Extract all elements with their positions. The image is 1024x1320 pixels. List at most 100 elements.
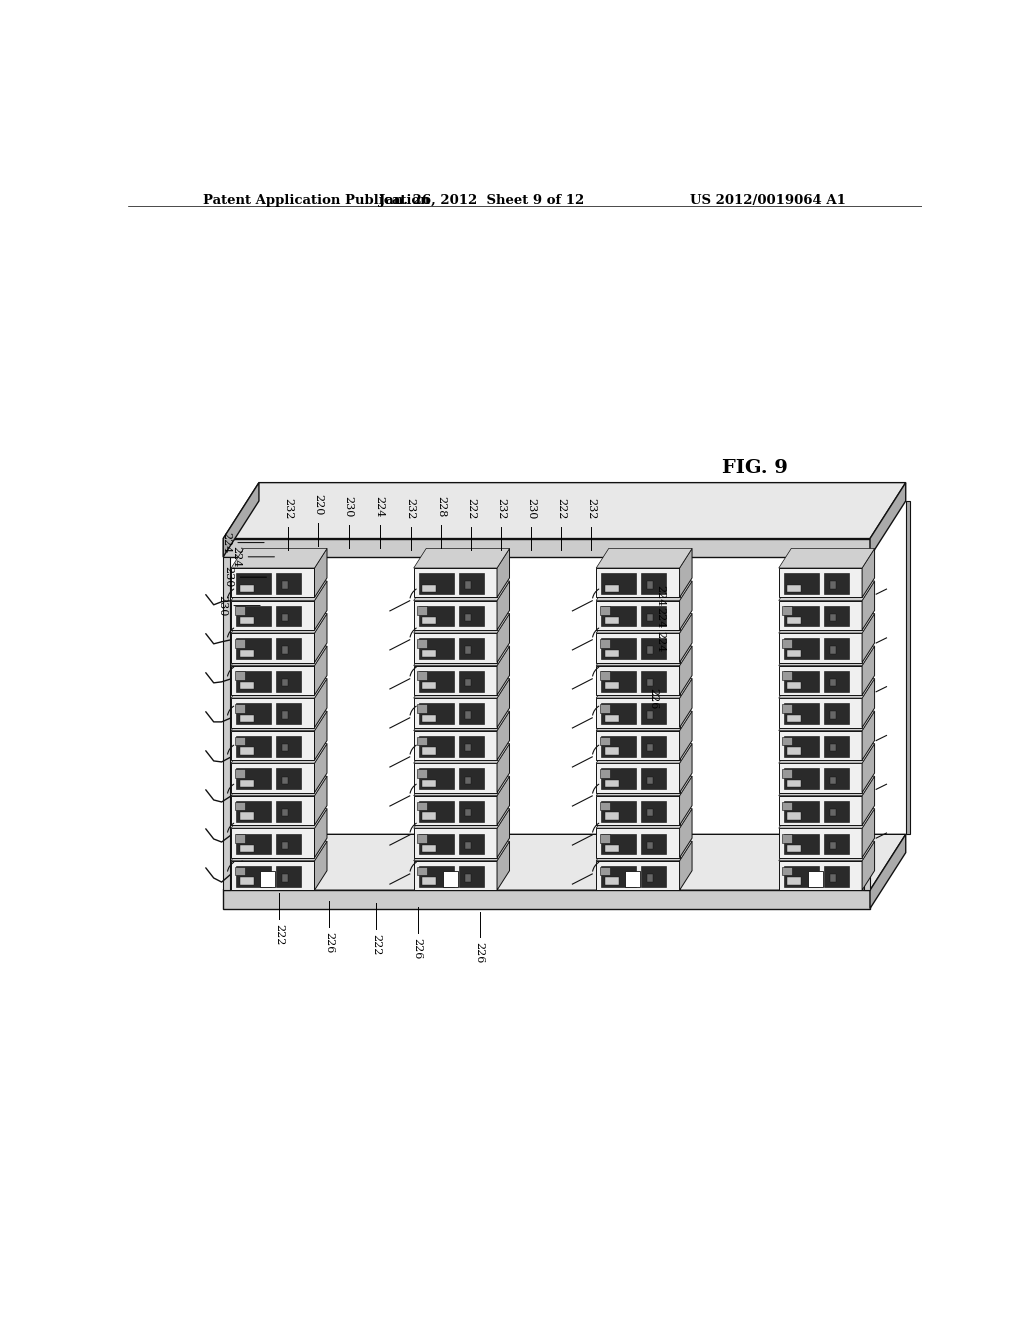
Polygon shape — [314, 581, 327, 630]
Polygon shape — [787, 780, 801, 787]
Polygon shape — [414, 601, 497, 630]
Text: 226: 226 — [648, 689, 657, 710]
Polygon shape — [276, 704, 301, 725]
Polygon shape — [417, 704, 427, 713]
Polygon shape — [600, 867, 609, 875]
Polygon shape — [605, 878, 618, 884]
Polygon shape — [641, 639, 667, 659]
Polygon shape — [605, 585, 618, 591]
Polygon shape — [283, 647, 288, 653]
Polygon shape — [419, 801, 454, 821]
Text: Patent Application Publication: Patent Application Publication — [204, 194, 430, 207]
Polygon shape — [605, 714, 618, 722]
Polygon shape — [600, 606, 609, 615]
Polygon shape — [778, 796, 862, 825]
Polygon shape — [641, 866, 667, 887]
Polygon shape — [783, 606, 819, 627]
Polygon shape — [778, 645, 874, 665]
Polygon shape — [234, 639, 245, 648]
Polygon shape — [276, 737, 301, 756]
Text: 230: 230 — [217, 595, 227, 616]
Polygon shape — [778, 665, 862, 696]
Polygon shape — [414, 698, 497, 727]
Polygon shape — [417, 639, 427, 648]
Polygon shape — [605, 618, 618, 624]
Polygon shape — [465, 809, 471, 817]
Polygon shape — [647, 842, 653, 849]
Polygon shape — [778, 809, 874, 828]
Polygon shape — [647, 614, 653, 622]
Polygon shape — [596, 743, 692, 763]
Polygon shape — [260, 871, 275, 887]
Polygon shape — [465, 744, 471, 751]
Polygon shape — [417, 834, 427, 843]
Polygon shape — [231, 841, 327, 861]
Polygon shape — [778, 581, 874, 601]
Polygon shape — [596, 678, 692, 698]
Polygon shape — [234, 801, 245, 810]
Polygon shape — [641, 801, 667, 821]
Polygon shape — [237, 737, 271, 756]
Polygon shape — [240, 780, 254, 787]
Polygon shape — [223, 557, 229, 890]
Polygon shape — [782, 801, 793, 810]
Polygon shape — [283, 744, 288, 751]
Text: Jan. 26, 2012  Sheet 9 of 12: Jan. 26, 2012 Sheet 9 of 12 — [379, 194, 584, 207]
Polygon shape — [862, 776, 874, 825]
Polygon shape — [414, 796, 497, 825]
Polygon shape — [601, 671, 636, 692]
Polygon shape — [422, 812, 436, 820]
Polygon shape — [783, 866, 819, 887]
Polygon shape — [778, 568, 862, 598]
Text: 230: 230 — [344, 496, 353, 517]
Polygon shape — [600, 770, 609, 777]
Polygon shape — [862, 645, 874, 696]
Polygon shape — [465, 711, 471, 719]
Polygon shape — [283, 711, 288, 719]
Polygon shape — [240, 618, 254, 624]
Polygon shape — [778, 776, 874, 796]
Polygon shape — [422, 747, 436, 755]
Polygon shape — [787, 845, 801, 853]
Polygon shape — [234, 770, 245, 777]
Polygon shape — [314, 776, 327, 825]
Polygon shape — [596, 568, 680, 598]
Polygon shape — [231, 614, 327, 634]
Polygon shape — [596, 861, 680, 890]
Polygon shape — [862, 841, 874, 890]
Polygon shape — [231, 809, 327, 828]
Polygon shape — [862, 678, 874, 727]
Polygon shape — [823, 671, 849, 692]
Polygon shape — [641, 737, 667, 756]
Polygon shape — [830, 647, 836, 653]
Text: 222: 222 — [466, 498, 476, 519]
Text: US 2012/0019064 A1: US 2012/0019064 A1 — [690, 194, 846, 207]
Polygon shape — [223, 834, 905, 890]
Polygon shape — [641, 606, 667, 627]
Polygon shape — [276, 606, 301, 627]
Polygon shape — [601, 704, 636, 725]
Polygon shape — [596, 581, 692, 601]
Polygon shape — [276, 639, 301, 659]
Polygon shape — [680, 809, 692, 858]
Polygon shape — [778, 711, 874, 731]
Polygon shape — [414, 665, 497, 696]
Polygon shape — [600, 834, 609, 843]
Polygon shape — [647, 776, 653, 784]
Text: 230: 230 — [223, 566, 233, 587]
Polygon shape — [808, 871, 823, 887]
Text: 222: 222 — [273, 924, 284, 945]
Polygon shape — [497, 581, 510, 630]
Text: 228: 228 — [436, 496, 446, 517]
Polygon shape — [237, 573, 271, 594]
Polygon shape — [231, 601, 314, 630]
Polygon shape — [231, 711, 327, 731]
Polygon shape — [459, 704, 483, 725]
Polygon shape — [787, 618, 801, 624]
Polygon shape — [414, 841, 510, 861]
Polygon shape — [419, 866, 454, 887]
Polygon shape — [862, 809, 874, 858]
Polygon shape — [240, 845, 254, 853]
Polygon shape — [641, 833, 667, 854]
Polygon shape — [419, 768, 454, 789]
